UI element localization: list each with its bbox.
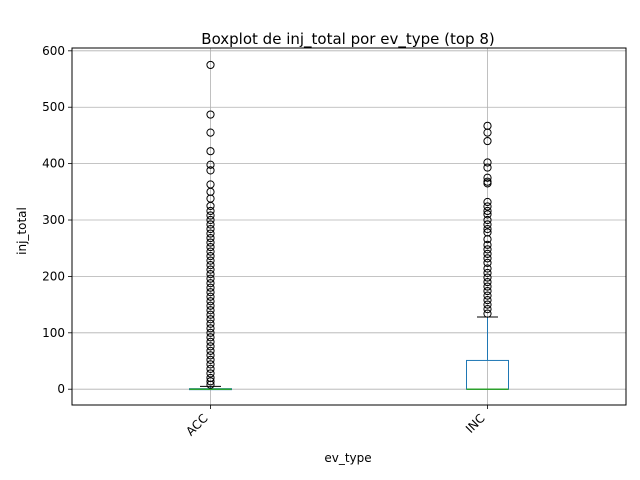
outlier-point [206,377,215,386]
outlier-point [483,128,492,137]
outlier-point [206,256,215,265]
outlier-point [483,258,492,267]
outlier-point [206,160,215,169]
outlier-point [483,254,492,263]
outlier-point [483,249,492,258]
outlier-point [206,128,215,137]
outlier-point [206,328,215,337]
outlier-point [483,295,492,305]
plot-area-frame [71,47,627,406]
outlier-point [206,110,215,119]
outlier-point [483,300,492,309]
y-tick-label: 300 [42,213,65,227]
y-tick-label: 400 [42,157,65,171]
outlier-point [206,283,215,292]
outlier-point [206,206,215,216]
outlier-point [483,202,492,211]
outlier-point [206,261,215,270]
outlier-point [206,60,215,70]
outlier-point [483,215,492,225]
y-tick-label: 0 [57,382,65,396]
outlier-point [483,277,492,287]
y-axis-ticks: 0 100 200 300 400 500 600 [42,44,72,396]
outlier-point [483,291,492,300]
outlier-point [206,369,215,378]
outlier-point [206,364,215,374]
outlier-point [483,286,492,296]
outlier-point [206,201,215,211]
outlier-point [483,268,492,278]
y-tick-label: 200 [42,269,65,283]
x-axis-label: ev_type [324,451,371,465]
outlier-point [206,292,215,301]
outlier-point [483,136,492,146]
outlier-point [206,247,215,256]
y-tick-label: 100 [42,326,65,340]
outlier-point [206,315,215,324]
outlier-point [483,309,492,318]
outlier-point [206,342,215,351]
chart-title: Boxplot de inj_total por ev_type (top 8) [201,30,494,49]
outlier-point [483,197,492,207]
outlier-point [206,297,215,306]
outlier-point [483,163,492,172]
outlier-point [206,252,215,261]
outlier-point [206,319,215,328]
y-tick-label: 500 [42,100,65,114]
outlier-point [206,333,215,342]
outlier-point [206,242,215,252]
outlier-point [206,337,215,346]
outlier-point [483,206,492,216]
outlier-point [206,147,215,156]
outlier-point [206,310,215,319]
x-tick-label: ACC [183,411,210,438]
outlier-point [206,324,215,333]
outlier-point [483,305,492,314]
outlier-point [206,233,215,243]
y-axis-label: inj_total [15,207,29,255]
outlier-point [483,220,492,229]
outlier-point [206,215,215,225]
outlier-point [206,306,215,315]
outlier-point [206,346,215,355]
gridlines [72,48,626,405]
outlier-point [483,245,492,254]
outlier-point [206,265,215,274]
outlier-point [483,273,492,282]
outlier-point [206,229,215,238]
x-axis-ticks: ACC INC [183,405,488,439]
outlier-point [483,210,492,219]
outlier-point [206,166,215,175]
outlier-point [206,351,215,360]
outlier-point [206,301,215,310]
x-tick-label: INC [463,411,488,436]
outlier-point [483,158,492,167]
y-tick-label: 600 [42,44,65,58]
outlier-point [206,274,215,283]
outlier-point [483,235,492,244]
outlier-point [206,211,215,220]
box-group [189,60,509,391]
outlier-point [206,380,215,389]
outlier-point [483,282,492,291]
outlier-point [206,360,215,369]
outlier-point [206,288,215,297]
outlier-point [483,240,492,249]
outlier-point [483,179,492,188]
outlier-point [206,270,215,279]
outlier-point [206,279,215,288]
outlier-point [206,224,215,234]
outlier-point [483,173,492,182]
outlier-point [483,264,492,273]
outlier-point [483,224,492,234]
outlier-point [206,238,215,247]
outlier-point [206,220,215,229]
outlier-point [206,355,215,364]
